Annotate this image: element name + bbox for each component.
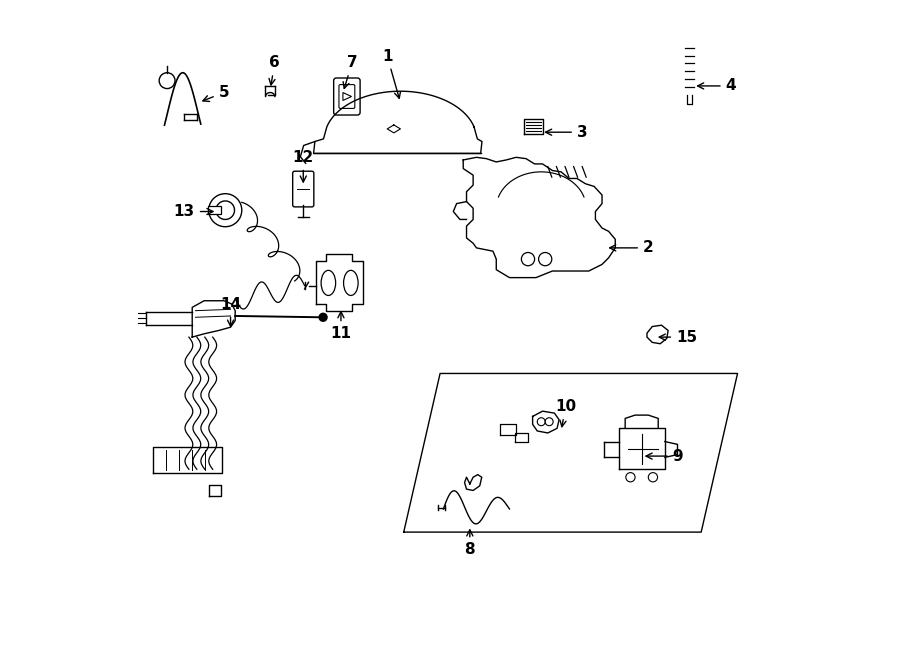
Text: 11: 11: [330, 312, 351, 341]
Text: 9: 9: [646, 449, 683, 463]
Text: 12: 12: [292, 150, 314, 182]
FancyBboxPatch shape: [339, 85, 355, 108]
Text: 3: 3: [545, 125, 588, 139]
Text: 15: 15: [659, 330, 698, 344]
Text: 8: 8: [464, 530, 475, 557]
Text: 10: 10: [555, 399, 576, 427]
Text: 1: 1: [382, 49, 400, 98]
Text: 4: 4: [698, 79, 736, 93]
FancyBboxPatch shape: [208, 206, 221, 214]
FancyBboxPatch shape: [334, 78, 360, 115]
Text: 7: 7: [343, 56, 357, 89]
Circle shape: [320, 313, 327, 321]
Text: 5: 5: [202, 85, 230, 101]
Text: 14: 14: [220, 297, 241, 326]
Text: 13: 13: [174, 204, 213, 219]
FancyBboxPatch shape: [292, 171, 314, 207]
Polygon shape: [647, 325, 668, 344]
Text: 2: 2: [609, 241, 653, 255]
Text: 6: 6: [269, 56, 280, 85]
